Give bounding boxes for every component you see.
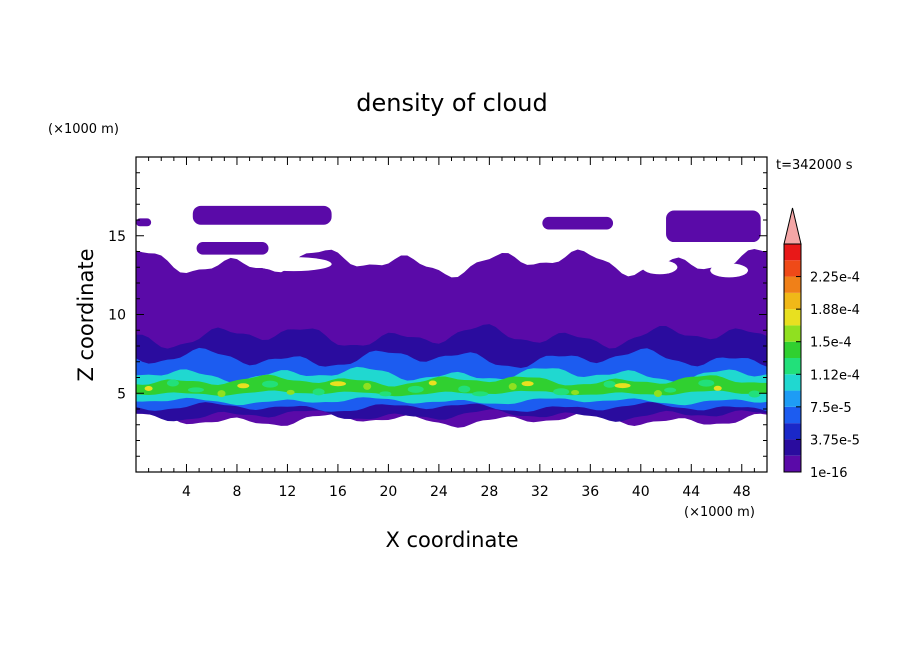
density-peak bbox=[187, 387, 204, 393]
y-axis-label: Z coordinate bbox=[74, 248, 98, 381]
y-unit-label: (×1000 m) bbox=[48, 122, 119, 137]
colorbar-overflow-triangle bbox=[783, 207, 802, 245]
density-peak bbox=[379, 391, 392, 397]
upper-cloud-patch bbox=[666, 210, 761, 243]
colorbar-label: 3.75e-5 bbox=[810, 433, 860, 448]
colorbar-level bbox=[784, 406, 801, 424]
colorbar-level bbox=[784, 341, 801, 358]
density-layer-1.5e-4 bbox=[136, 374, 767, 397]
colorbar-label: 7.5e-5 bbox=[810, 401, 852, 416]
density-peak bbox=[166, 379, 179, 387]
colorbar-level bbox=[784, 374, 801, 391]
density-peak bbox=[428, 380, 437, 386]
density-peak bbox=[521, 381, 534, 387]
colorbar: 1e-16 3.75e-5 7.5e-5 1.12e-4 1.5e-4 1.88e-4 2.… bbox=[783, 207, 860, 481]
density-peak bbox=[312, 388, 325, 396]
upper-cloud-patch bbox=[542, 216, 614, 230]
density-peak bbox=[144, 386, 153, 392]
density-peak bbox=[698, 379, 715, 387]
colorbar-level bbox=[784, 455, 801, 472]
clear-gap bbox=[710, 263, 749, 278]
x-tick-label: 32 bbox=[531, 484, 549, 500]
colorbar-level bbox=[784, 439, 801, 456]
colorbar-label: 1.5e-4 bbox=[810, 336, 852, 351]
density-peak bbox=[458, 385, 471, 393]
y-axis-ticks: 5 10 15 bbox=[108, 172, 767, 457]
density-peak bbox=[237, 383, 250, 389]
x-unit-label: (×1000 m) bbox=[684, 505, 755, 520]
colorbar-level bbox=[784, 423, 801, 440]
x-axis-ticks: 4 8 12 16 20 24 28 32 36 40 44 48 bbox=[148, 157, 755, 500]
density-peak bbox=[664, 387, 677, 393]
x-tick-label: 16 bbox=[329, 484, 347, 500]
x-tick-label: 4 bbox=[182, 484, 191, 500]
cloud-density-field bbox=[136, 205, 767, 428]
time-label: t=342000 s bbox=[776, 158, 853, 173]
density-peak bbox=[508, 383, 517, 391]
density-peak bbox=[614, 383, 631, 389]
colorbar-label: 2.25e-4 bbox=[810, 271, 860, 286]
density-peak bbox=[262, 380, 279, 388]
colorbar-level bbox=[784, 390, 801, 407]
density-peak bbox=[571, 390, 580, 396]
colorbar-label: 1.12e-4 bbox=[810, 368, 860, 383]
density-peak bbox=[286, 389, 295, 395]
colorbar-level bbox=[784, 260, 801, 277]
density-peak bbox=[407, 385, 424, 393]
x-tick-label: 48 bbox=[733, 484, 751, 500]
x-tick-label: 36 bbox=[581, 484, 599, 500]
density-peak bbox=[748, 390, 761, 398]
colorbar-level bbox=[784, 292, 801, 310]
y-tick-label: 15 bbox=[108, 229, 126, 245]
x-tick-label: 12 bbox=[279, 484, 297, 500]
upper-cloud-patch bbox=[192, 205, 332, 225]
y-tick-label: 10 bbox=[108, 308, 126, 324]
colorbar-level bbox=[784, 309, 801, 326]
colorbar-label: 1e-16 bbox=[810, 466, 848, 481]
x-tick-label: 8 bbox=[232, 484, 241, 500]
clear-gap bbox=[255, 257, 332, 272]
colorbar-level bbox=[784, 276, 801, 293]
colorbar-level bbox=[784, 244, 801, 261]
density-peak bbox=[713, 385, 722, 391]
density-peak bbox=[553, 388, 570, 396]
density-peak bbox=[329, 381, 346, 387]
x-tick-label: 44 bbox=[682, 484, 700, 500]
density-peak bbox=[653, 390, 662, 398]
colorbar-level bbox=[784, 358, 801, 375]
x-axis-label: X coordinate bbox=[385, 528, 518, 552]
density-peak bbox=[217, 390, 226, 398]
density-peak bbox=[363, 382, 372, 390]
density-peak bbox=[603, 380, 616, 388]
density-peak bbox=[472, 391, 489, 397]
chart-title: density of cloud bbox=[356, 89, 547, 117]
y-tick-label: 5 bbox=[117, 386, 126, 402]
x-tick-label: 28 bbox=[480, 484, 498, 500]
clear-gap bbox=[642, 260, 678, 275]
colorbar-label: 1.88e-4 bbox=[810, 303, 860, 318]
colorbar-level bbox=[784, 325, 801, 342]
x-tick-label: 24 bbox=[430, 484, 448, 500]
x-tick-label: 20 bbox=[379, 484, 397, 500]
x-tick-label: 40 bbox=[632, 484, 650, 500]
upper-cloud-patch bbox=[196, 242, 269, 255]
